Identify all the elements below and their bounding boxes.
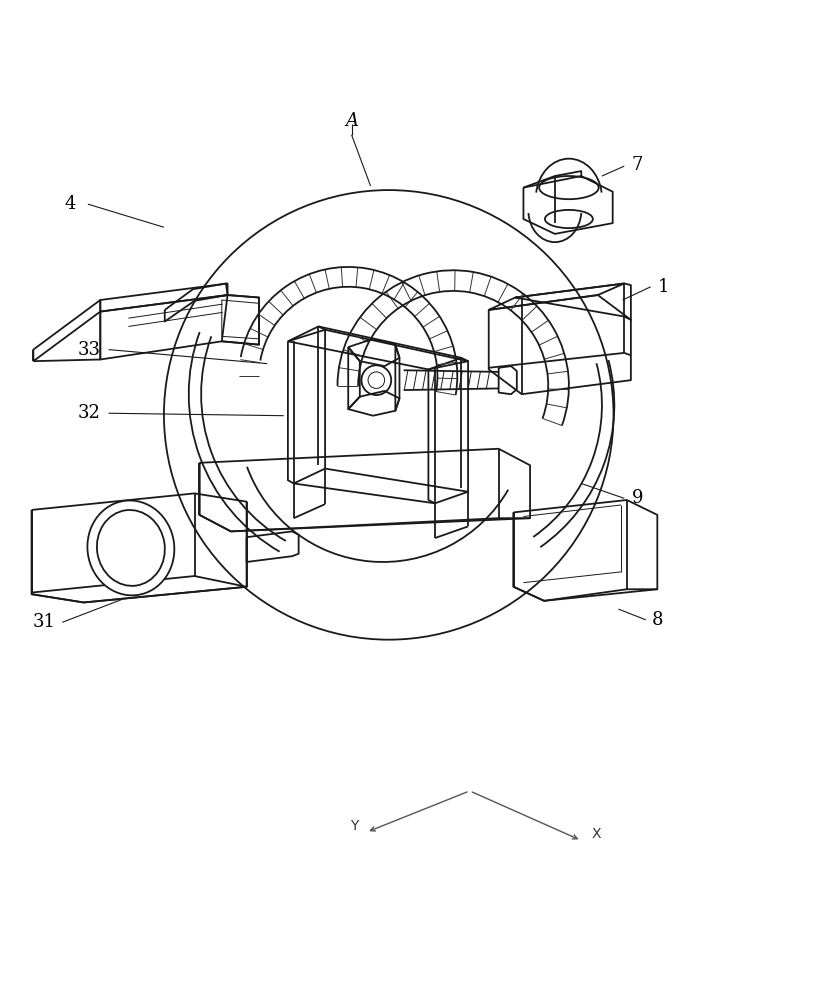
Ellipse shape: [87, 500, 175, 595]
Text: X: X: [592, 827, 601, 841]
Text: 7: 7: [631, 156, 643, 174]
Text: A: A: [345, 112, 358, 130]
Text: 4: 4: [65, 195, 77, 213]
Text: Y: Y: [349, 819, 359, 833]
Text: 9: 9: [631, 489, 643, 507]
Text: 8: 8: [651, 611, 663, 629]
Text: 33: 33: [78, 341, 101, 359]
Text: 31: 31: [32, 613, 56, 631]
Text: 1: 1: [658, 278, 670, 296]
Text: 32: 32: [78, 404, 101, 422]
